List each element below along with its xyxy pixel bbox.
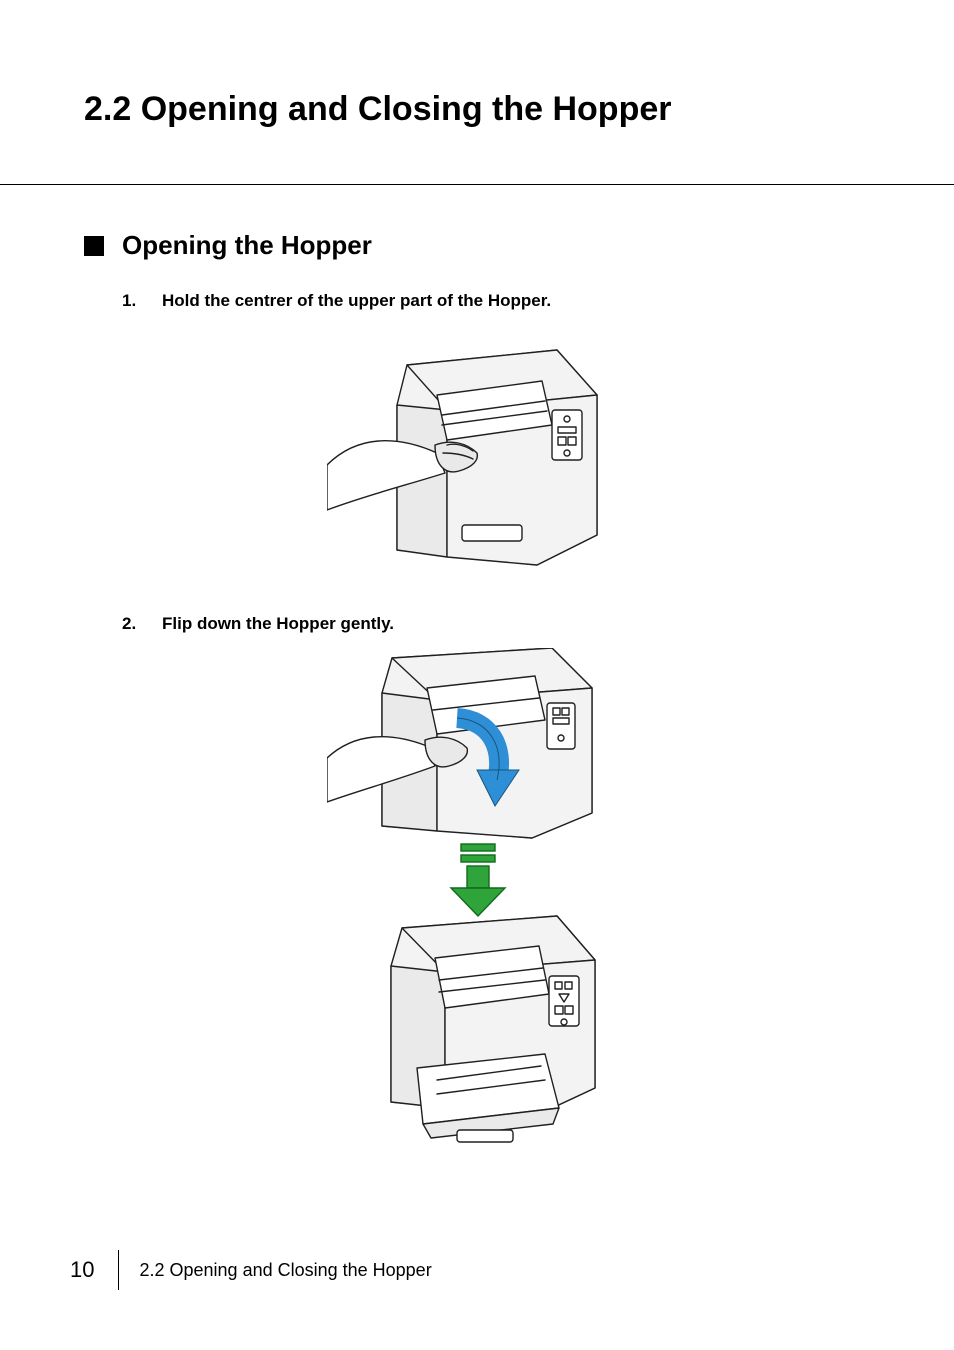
step-number: 1. <box>122 291 162 311</box>
step-item: 1. Hold the centrer of the upper part of… <box>122 291 884 311</box>
square-bullet-icon <box>84 236 104 256</box>
footer-section-title: 2.2 Opening and Closing the Hopper <box>139 1260 431 1281</box>
page-footer: 10 2.2 Opening and Closing the Hopper <box>70 1250 432 1290</box>
footer-divider-icon <box>118 1250 119 1290</box>
page-title: 2.2 Opening and Closing the Hopper <box>84 90 884 129</box>
step-number: 2. <box>122 614 162 634</box>
step-item: 2. Flip down the Hopper gently. <box>122 614 884 634</box>
scanner-flip-hopper-illustration <box>327 648 627 1148</box>
manual-page: 2.2 Opening and Closing the Hopper Openi… <box>0 0 954 1350</box>
figure-2 <box>70 648 884 1153</box>
step-text: Hold the centrer of the upper part of th… <box>162 291 551 311</box>
section-subhead: Opening the Hopper <box>84 230 884 261</box>
page-number: 10 <box>70 1257 94 1283</box>
scanner-hold-hopper-illustration <box>327 325 627 575</box>
figure-1 <box>70 325 884 580</box>
step-text: Flip down the Hopper gently. <box>162 614 394 634</box>
title-rule <box>0 184 954 185</box>
subhead-text: Opening the Hopper <box>122 230 372 261</box>
